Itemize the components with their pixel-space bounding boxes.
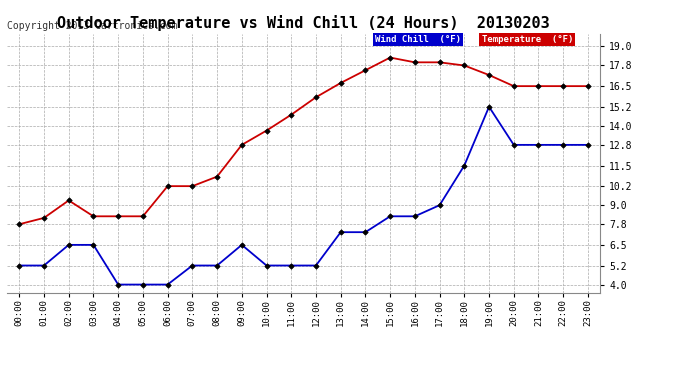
Text: Wind Chill  (°F): Wind Chill (°F) xyxy=(375,35,461,44)
Text: Copyright 2013 Cartronics.com: Copyright 2013 Cartronics.com xyxy=(7,21,177,31)
Text: Temperature  (°F): Temperature (°F) xyxy=(482,35,573,44)
Title: Outdoor Temperature vs Wind Chill (24 Hours)  20130203: Outdoor Temperature vs Wind Chill (24 Ho… xyxy=(57,15,550,31)
